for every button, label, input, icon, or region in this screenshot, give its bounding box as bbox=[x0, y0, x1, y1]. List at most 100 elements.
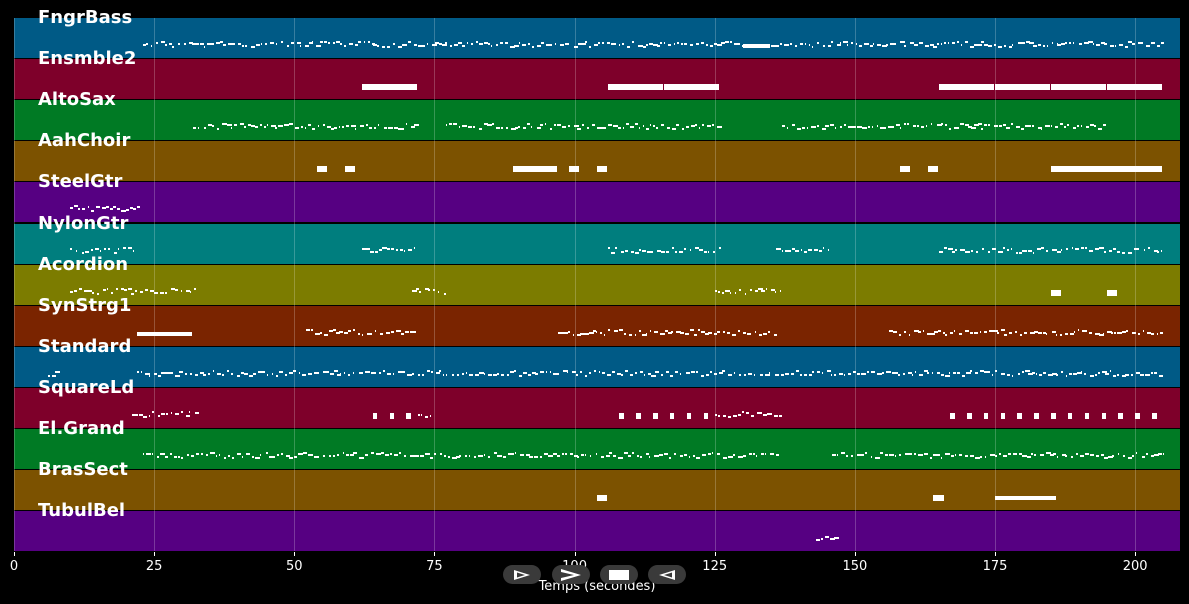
midi-note bbox=[1156, 332, 1159, 335]
midi-note bbox=[1151, 42, 1156, 44]
midi-note bbox=[1124, 46, 1129, 48]
midi-note bbox=[369, 250, 374, 253]
midi-note bbox=[742, 410, 745, 413]
midi-note bbox=[774, 290, 776, 293]
track-label: FngrBass bbox=[38, 7, 133, 28]
midi-note bbox=[237, 453, 241, 455]
midi-note bbox=[1009, 331, 1013, 334]
midi-note bbox=[1078, 328, 1080, 331]
midi-note bbox=[666, 127, 671, 130]
midi-note bbox=[836, 44, 842, 46]
midi-note bbox=[774, 45, 779, 47]
midi-note bbox=[565, 453, 568, 455]
track-row bbox=[14, 511, 1180, 552]
midi-note bbox=[723, 414, 727, 417]
midi-note bbox=[1003, 246, 1006, 249]
midi-note bbox=[342, 452, 345, 454]
midi-note bbox=[783, 44, 789, 46]
midi-note bbox=[661, 250, 665, 253]
track-row bbox=[14, 387, 1180, 428]
midi-note bbox=[597, 166, 608, 173]
track-label: SynStrg1 bbox=[38, 294, 132, 316]
midi-note bbox=[1035, 372, 1038, 375]
midi-note bbox=[568, 330, 570, 333]
midi-note bbox=[938, 84, 994, 91]
midi-note bbox=[419, 290, 422, 293]
midi-note bbox=[123, 246, 127, 249]
midi-note bbox=[190, 290, 192, 293]
midi-note bbox=[913, 329, 919, 332]
stop-button[interactable] bbox=[600, 565, 638, 584]
midi-note bbox=[70, 290, 74, 293]
midi-note bbox=[185, 289, 190, 292]
midi-note bbox=[102, 207, 106, 210]
midi-note bbox=[1130, 373, 1133, 376]
midi-note bbox=[90, 248, 93, 251]
midi-note bbox=[1022, 249, 1027, 252]
midi-note bbox=[615, 246, 617, 249]
midi-note bbox=[1156, 45, 1160, 47]
rewind-button[interactable] bbox=[648, 565, 686, 584]
midi-note bbox=[822, 246, 824, 249]
midi-note bbox=[531, 126, 533, 129]
track-row bbox=[14, 18, 1180, 58]
midi-note bbox=[1114, 331, 1117, 334]
midi-note bbox=[947, 42, 950, 44]
midi-note bbox=[568, 166, 580, 173]
midi-note bbox=[843, 373, 845, 376]
midi-note bbox=[646, 453, 650, 455]
midi-note bbox=[617, 372, 622, 375]
midi-note bbox=[428, 288, 430, 291]
midi-note bbox=[1112, 247, 1117, 250]
midi-note bbox=[634, 123, 639, 126]
midi-note bbox=[1081, 329, 1087, 332]
midi-note bbox=[365, 124, 369, 127]
midi-note bbox=[903, 45, 907, 47]
midi-note bbox=[669, 412, 675, 419]
midi-note bbox=[723, 330, 725, 333]
midi-note bbox=[120, 287, 124, 290]
midi-note bbox=[1061, 43, 1066, 45]
midi-note bbox=[675, 370, 678, 373]
midi-note bbox=[1025, 125, 1030, 128]
midi-note bbox=[970, 369, 972, 372]
midi-note bbox=[991, 247, 997, 250]
midi-note bbox=[1073, 330, 1075, 333]
midi-note bbox=[367, 332, 370, 335]
midi-note bbox=[744, 292, 747, 295]
midi-note bbox=[1135, 371, 1141, 374]
midi-note bbox=[523, 371, 527, 374]
midi-note bbox=[1013, 453, 1018, 455]
midi-note bbox=[925, 125, 928, 128]
midi-note bbox=[500, 373, 505, 376]
midi-note bbox=[248, 374, 253, 377]
midi-note bbox=[323, 333, 328, 336]
midi-note bbox=[1093, 43, 1095, 45]
midi-note bbox=[886, 370, 891, 373]
midi-note bbox=[184, 372, 188, 375]
midi-note bbox=[971, 127, 977, 130]
gridline bbox=[995, 18, 996, 551]
midi-note bbox=[216, 128, 220, 131]
midi-note bbox=[1073, 372, 1077, 375]
midi-note bbox=[685, 126, 690, 129]
midi-note bbox=[933, 454, 937, 456]
rewind-icon bbox=[657, 569, 677, 581]
midi-note bbox=[807, 127, 809, 130]
midi-note bbox=[695, 124, 697, 127]
midi-note bbox=[410, 126, 415, 129]
midi-note bbox=[358, 371, 364, 374]
play-button[interactable] bbox=[503, 565, 541, 584]
midi-note bbox=[514, 45, 520, 47]
midi-note bbox=[839, 42, 841, 44]
midi-note bbox=[631, 452, 634, 454]
midi-note bbox=[941, 123, 944, 126]
midi-note bbox=[919, 42, 923, 44]
midi-note bbox=[302, 452, 307, 454]
track-label: SquareLd bbox=[38, 376, 135, 398]
midi-note bbox=[801, 127, 805, 130]
midi-note bbox=[608, 246, 611, 249]
track-label: Ensmble2 bbox=[38, 48, 137, 70]
midi-note bbox=[455, 456, 461, 458]
fast-forward-button[interactable] bbox=[552, 565, 590, 584]
